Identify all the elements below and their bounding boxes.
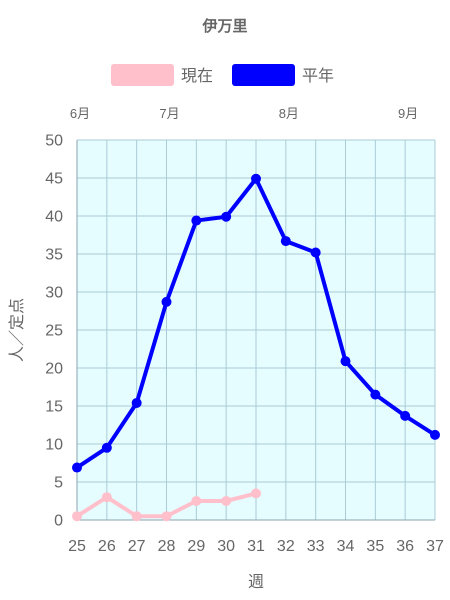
data-point [131,511,142,522]
data-point [221,496,232,506]
data-point [101,492,112,503]
data-point [72,462,82,473]
x-tick-label: 33 [307,538,325,555]
legend: 現在 平年 [111,64,334,86]
month-labels: 6月 7月 8月 9月 [70,106,418,121]
data-point [191,215,202,226]
data-point [161,511,172,522]
data-point [191,496,202,506]
y-tick-label: 15 [45,399,63,416]
x-tick-label: 28 [158,538,176,555]
y-tick-label: 35 [45,247,63,264]
x-tick-label: 27 [128,538,146,555]
month-label: 8月 [279,106,299,121]
y-tick-label: 25 [45,323,63,340]
legend-swatch-normal [232,64,295,86]
x-tick-label: 30 [217,538,235,555]
x-tick-label: 37 [426,538,444,555]
y-tick-label: 50 [45,133,63,150]
chart-title: 伊万里 [201,17,247,35]
data-point [161,296,172,307]
legend-label-current: 現在 [181,67,213,85]
data-point [221,211,232,222]
legend-swatch-current [111,64,174,86]
y-tick-labels: 0 5 10 15 20 25 30 35 40 45 50 [45,133,63,530]
y-axis-label: 人／定点 [8,298,26,362]
y-tick-label: 40 [45,209,63,226]
data-point [310,247,321,258]
y-tick-label: 45 [45,171,63,188]
data-point [430,429,440,440]
x-tick-labels: 25 26 27 28 29 30 31 32 33 34 35 36 37 [68,538,444,555]
month-label: 9月 [398,106,418,121]
month-label: 6月 [70,106,90,121]
data-point [131,397,142,408]
x-tick-label: 25 [68,538,86,555]
data-point [72,511,82,522]
x-axis-label: 週 [248,573,264,591]
x-tick-label: 26 [98,538,116,555]
y-tick-label: 0 [54,513,63,530]
data-point [370,389,381,400]
y-tick-label: 30 [45,285,63,302]
month-label: 7月 [159,106,179,121]
y-tick-label: 5 [54,475,63,492]
data-point [340,356,351,367]
y-tick-label: 20 [45,361,63,378]
data-point [280,236,291,247]
legend-label-normal: 平年 [302,67,334,85]
x-tick-label: 35 [366,538,384,555]
x-tick-label: 31 [247,538,265,555]
series-group [72,173,440,522]
series-normal [72,173,440,473]
y-tick-label: 10 [45,437,63,454]
data-point [400,410,411,421]
x-tick-label: 34 [337,538,355,555]
data-point [251,173,261,184]
series-current [72,488,261,522]
data-point [101,442,112,453]
data-point [251,488,261,499]
x-tick-label: 32 [277,538,295,555]
x-tick-label: 29 [187,538,205,555]
x-tick-label: 36 [396,538,414,555]
